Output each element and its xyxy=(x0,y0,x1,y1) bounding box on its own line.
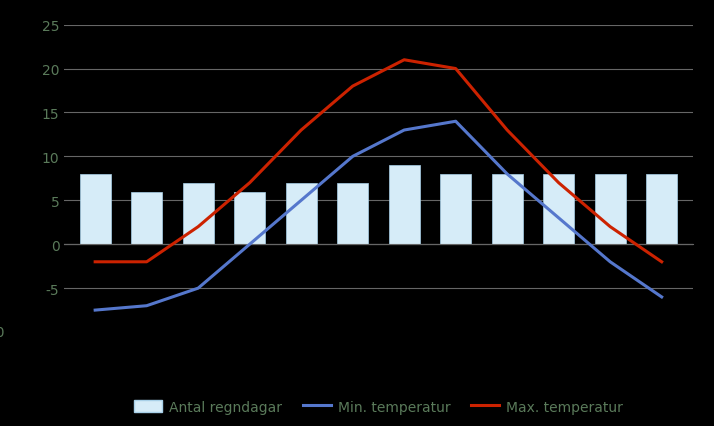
Bar xyxy=(286,183,316,245)
Bar xyxy=(543,175,574,245)
Bar xyxy=(388,166,420,245)
Bar xyxy=(595,175,625,245)
Bar xyxy=(441,175,471,245)
Bar xyxy=(131,192,162,245)
Bar xyxy=(183,183,213,245)
Bar xyxy=(646,175,677,245)
Bar xyxy=(337,183,368,245)
Bar xyxy=(234,192,265,245)
Bar xyxy=(80,175,111,245)
Text: -10: -10 xyxy=(0,325,4,339)
Bar xyxy=(492,175,523,245)
Legend: Antal regndagar, Min. temperatur, Max. temperatur: Antal regndagar, Min. temperatur, Max. t… xyxy=(129,394,628,420)
